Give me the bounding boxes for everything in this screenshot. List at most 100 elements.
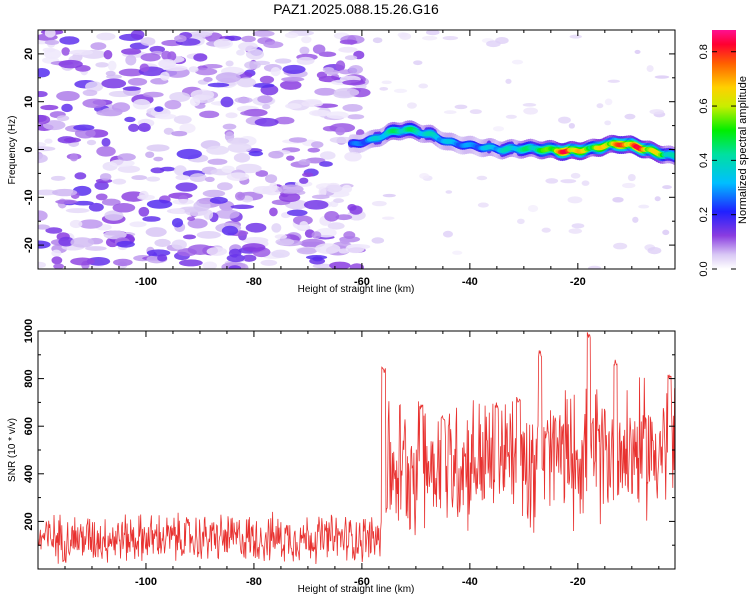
spectrogram-noise-blob <box>157 254 168 262</box>
spectrogram-noise-blob <box>109 159 135 167</box>
spectrogram-faint-blob <box>379 86 389 91</box>
spectrogram-faint-blob <box>443 110 457 115</box>
spectrogram-noise-blob <box>202 261 218 269</box>
spectrogram-noise-blob <box>128 123 140 132</box>
spectrogram-faint-blob <box>381 216 395 220</box>
spectrogram-faint-blob <box>558 116 571 124</box>
spectrogram-noise-blob <box>252 30 275 37</box>
spectrogram-noise-blob <box>96 109 123 117</box>
spectrogram-noise-blob <box>173 115 192 124</box>
spectrogram-noise-blob <box>164 100 182 110</box>
spectrogram-faint-blob <box>371 200 387 207</box>
colorbar: 0.0 0.2 0.4 0.6 0.8 Normalized spectral ampl… <box>698 30 749 277</box>
spectrogram-noise-blob <box>312 263 333 269</box>
spectrogram-noise-blob <box>38 224 50 230</box>
spectrogram-noise-blob <box>149 45 166 53</box>
spectrogram-y-tick-label: -20 <box>23 237 35 253</box>
spectrogram-faint-blob <box>486 40 501 48</box>
spectrogram-noise-blob <box>333 198 345 203</box>
spectrogram-faint-blob <box>613 242 628 250</box>
spectrogram-y-tick-label: -10 <box>23 189 35 205</box>
spectrogram-noise-blob <box>284 32 299 39</box>
snr-x-tick-label: -60 <box>354 576 370 588</box>
spectrogram-noise-blob <box>254 117 279 127</box>
spectrogram-noise-blob <box>169 91 191 102</box>
snr-ticks: -100 -80 -60 -40 -20 200 400 600 800 1000 <box>23 319 675 588</box>
spectrogram-noise-blob <box>179 123 196 134</box>
spectrogram-noise-blob <box>113 258 133 267</box>
spectrogram-noise-blob <box>268 150 284 159</box>
spectrogram-noise-blob <box>311 194 330 200</box>
spectrogram-noise-blob <box>42 47 56 53</box>
snr-panel: -100 -80 -60 -40 -20 200 400 600 800 1000 Height … <box>7 319 676 595</box>
spectrogram-noise-blob <box>65 208 90 214</box>
spectrogram-y-tick-label: 20 <box>23 48 35 60</box>
spectrogram-noise-blob <box>324 211 340 222</box>
spectrogram-noise-blob <box>204 176 215 182</box>
spectrogram-noise-blob <box>342 103 363 112</box>
spectrogram-noise-blob <box>188 66 199 73</box>
spectrogram-noise-blob <box>38 91 48 98</box>
spectrogram-noise-blob <box>38 68 50 78</box>
snr-y-tick-label: 400 <box>23 465 35 483</box>
spectrogram-faint-blob <box>393 88 408 93</box>
spectrogram-faint-blob <box>568 122 575 129</box>
spectrogram-noise-blob <box>45 227 63 234</box>
spectrogram-noise-blob <box>73 200 94 206</box>
spectrogram-faint-blob <box>511 59 524 65</box>
spectrogram-noise-blob <box>245 222 267 233</box>
spectrogram-noise-blob <box>221 225 239 236</box>
spectrogram-ridge <box>347 120 675 165</box>
spectrogram-noise-blob <box>355 83 367 90</box>
spectrogram-noise-blob <box>296 56 315 65</box>
spectrogram-noise-blob <box>271 223 282 233</box>
spectrogram-noise-blob <box>244 61 261 70</box>
spectrogram-noise-blob <box>220 96 234 108</box>
spectrogram-noise-blob <box>95 62 109 68</box>
spectrogram-noise-blob <box>56 91 80 102</box>
spectrogram-noise-blob <box>215 209 240 219</box>
snr-y-tick-label: 1000 <box>23 319 35 343</box>
spectrogram-faint-blob <box>545 178 559 184</box>
spectrogram-noise-blob <box>233 152 251 163</box>
spectrogram-noise-blob <box>172 199 194 205</box>
spectrogram-noise-blob <box>285 199 309 210</box>
spectrogram-noise-blob <box>138 122 151 132</box>
spectrogram-faint-blob <box>632 216 639 223</box>
spectrogram-noise-blob <box>196 230 221 239</box>
spectrogram-faint-blob <box>604 98 613 106</box>
spectrogram-noise-blob <box>55 199 78 205</box>
spectrogram-faint-blob <box>522 103 537 107</box>
spectrogram-noise-blob <box>154 106 164 112</box>
spectrogram-noise-blob <box>38 142 47 147</box>
spectrogram-noise-blob <box>281 76 305 82</box>
spectrogram-noise-blob <box>325 184 343 193</box>
spectrogram-noise-blob <box>187 218 208 229</box>
spectrogram-y-tick-label: 0 <box>23 146 35 152</box>
spectrogram-noise-blob <box>202 189 226 198</box>
spectrogram-faint-blob <box>425 30 440 36</box>
colorbar-tick-label: 0.8 <box>698 44 710 59</box>
spectrogram-noise-blob <box>99 173 112 181</box>
spectrogram-faint-blob <box>399 32 412 40</box>
spectrogram-noise-blob <box>161 50 172 61</box>
spectrogram-noise-blob <box>58 236 75 247</box>
spectrogram-noise-blob <box>252 83 275 88</box>
spectrogram-noise-blob <box>187 216 196 221</box>
spectrogram-noise-blob <box>227 142 252 153</box>
spectrogram-noise-blob <box>124 116 136 123</box>
spectrogram-noise-blob <box>195 68 218 76</box>
snr-y-tick-label: 800 <box>23 369 35 387</box>
spectrogram-noise-blob <box>70 257 95 266</box>
snr-x-tick-label: -100 <box>135 576 157 588</box>
spectrogram-x-tick-label: -80 <box>246 276 262 288</box>
spectrogram-x-tick-label: -100 <box>135 276 157 288</box>
spectrogram-faint-blob <box>569 34 582 39</box>
spectrogram-noise-blob <box>96 146 116 157</box>
spectrogram-noise-blob <box>85 81 104 92</box>
spectrogram-noise-blob <box>50 175 66 181</box>
snr-x-tick-label: -20 <box>570 576 586 588</box>
spectrogram-noise-blob <box>105 70 116 77</box>
